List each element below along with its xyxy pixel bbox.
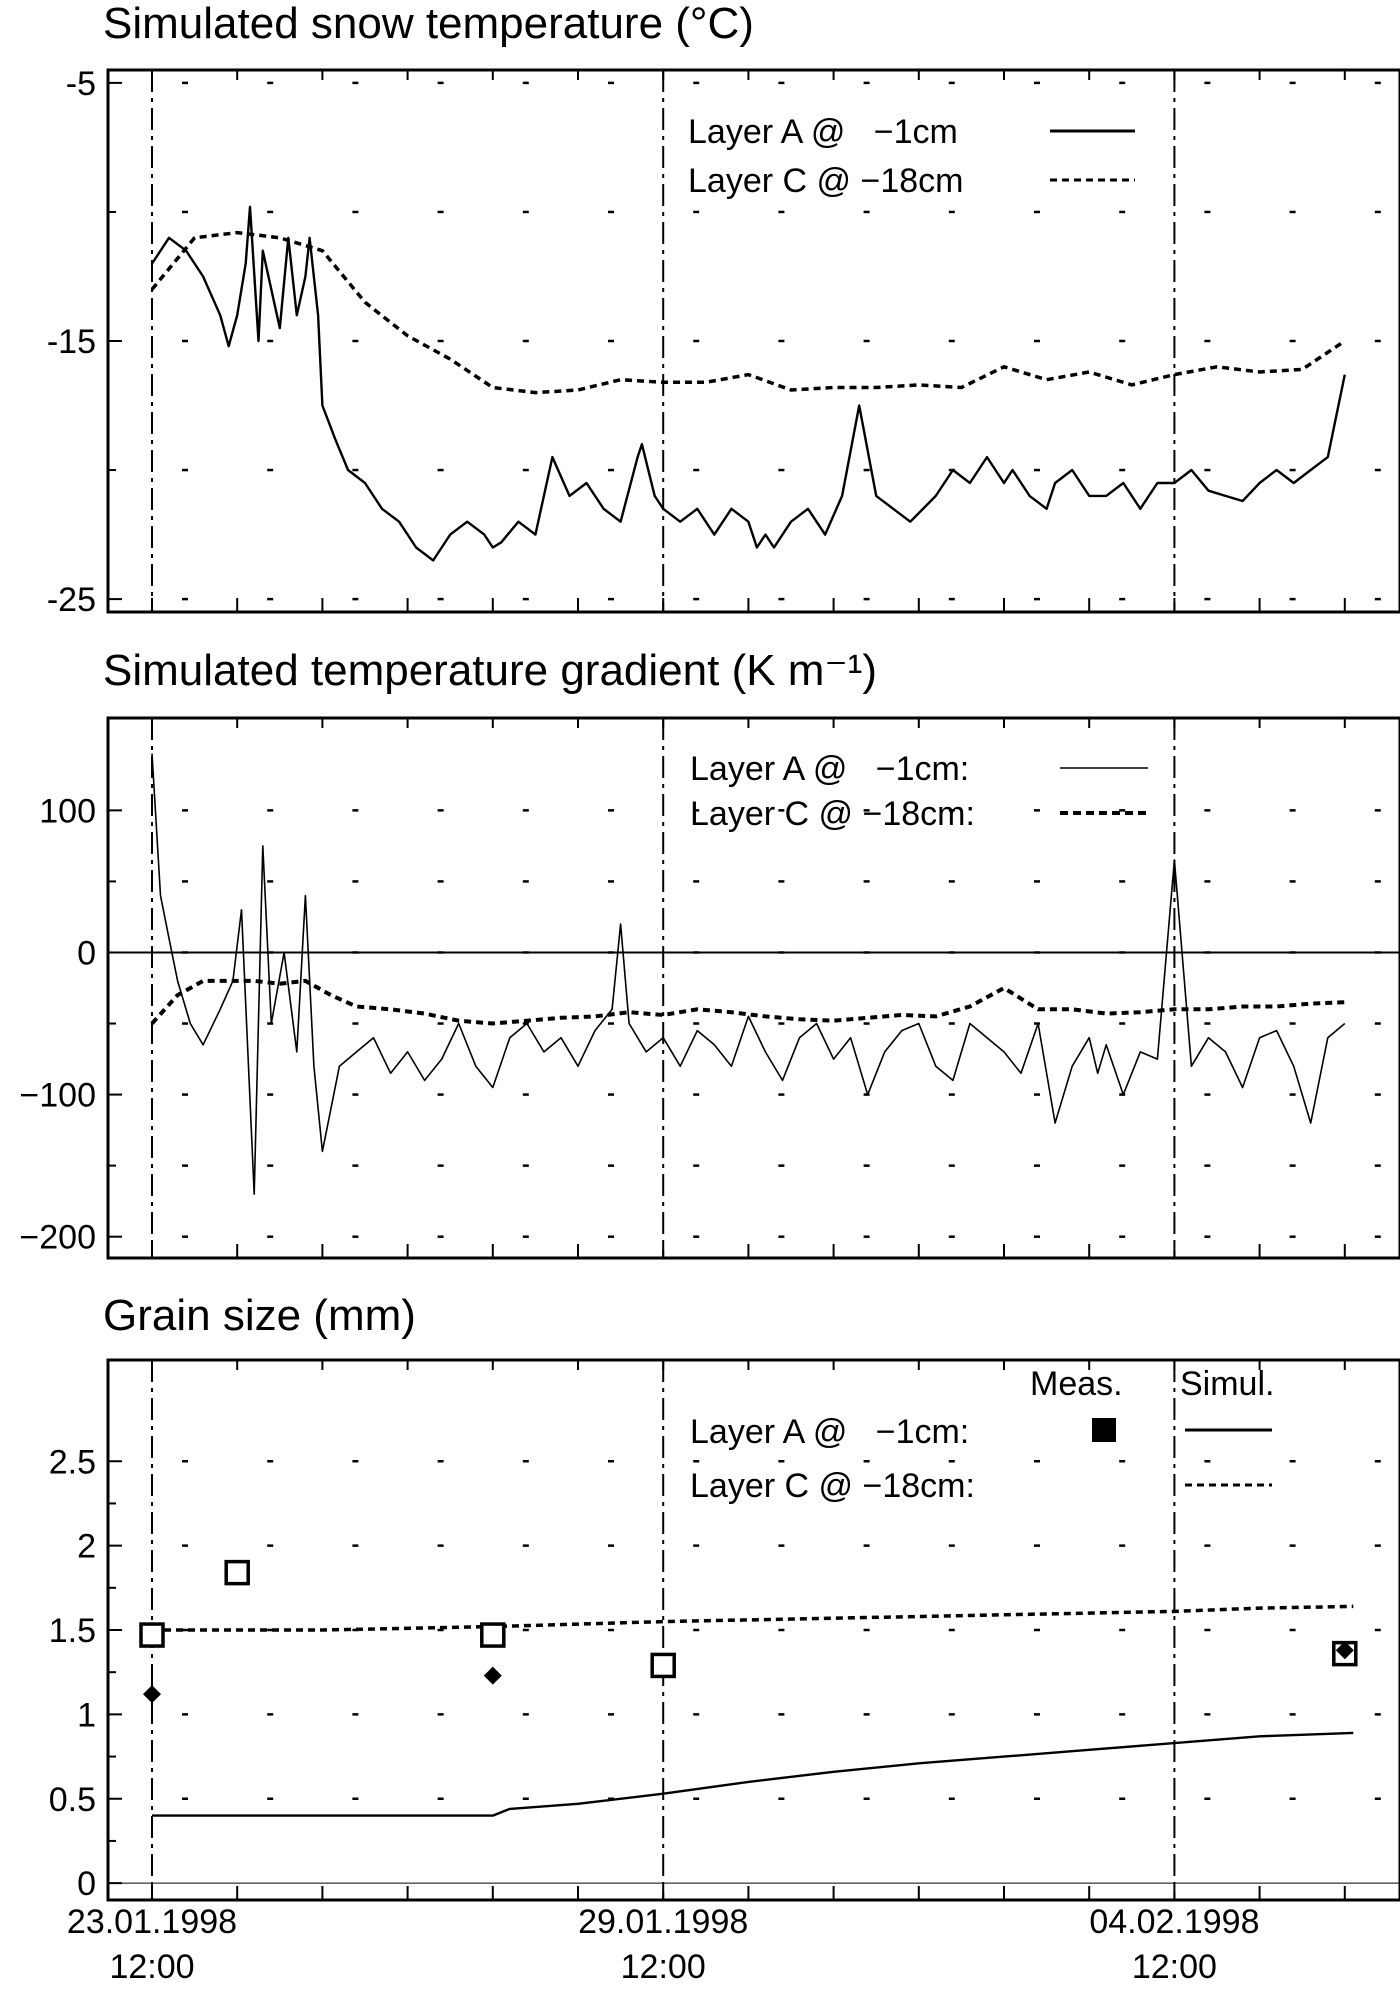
panel-3-title: Grain size (mm) — [103, 1291, 416, 1340]
legend-2-layer-a-label: Layer A @ −1cm: — [690, 750, 969, 788]
y-tick-label: 0 — [77, 1865, 96, 1903]
measured-layer-c-marker — [480, 1622, 506, 1648]
panel-2-plot: 100 0 −100 −200 — [19, 718, 1400, 1258]
y-tick-label: −100 — [19, 1077, 96, 1115]
series-line-layer-a — [152, 1731, 1354, 1817]
legend-3-layer-a-label: Layer A @ −1cm: — [690, 1413, 969, 1451]
series-line-layer-c — [152, 1604, 1354, 1632]
y-tick-label: 2.5 — [49, 1443, 96, 1481]
measured-layer-c-marker — [650, 1652, 676, 1679]
panel-1-legend: Layer A @ −1cm Layer C @ −18cm — [688, 113, 1135, 200]
series-line-layer-c — [150, 978, 1345, 1026]
x-label-date: 29.01.1998 — [578, 1903, 748, 1941]
y-tick-label: 0 — [77, 934, 96, 972]
x-label-time: 12:00 — [1132, 1948, 1217, 1986]
x-axis-labels: 23.01.1998 12:00 29.01.1998 12:00 04.02.1998… — [67, 1903, 1260, 1986]
legend-3-meas-header: Meas. — [1030, 1365, 1123, 1403]
measured-layer-c-marker — [139, 1622, 165, 1648]
y-tick-label: -15 — [47, 323, 96, 361]
legend-1-layer-a-label: Layer A @ −1cm — [688, 113, 958, 151]
legend-2-layer-c-label: Layer C @ −18cm: — [690, 795, 975, 833]
y-tick-label: -5 — [66, 65, 96, 103]
panel-1-plot: -5 -15 -25 — [47, 65, 1381, 619]
series-line-layer-c — [150, 230, 1346, 395]
measured-layer-c-marker — [224, 1559, 250, 1586]
y-tick-label: 1.5 — [49, 1612, 96, 1650]
legend-3-layer-a-marker — [1092, 1418, 1116, 1442]
x-label-time: 12:00 — [621, 1948, 706, 1986]
x-label-date: 23.01.1998 — [67, 1903, 237, 1941]
y-tick-label: -25 — [47, 581, 96, 619]
measured-layer-a-marker — [1335, 1641, 1354, 1660]
legend-3-simul-header: Simul. — [1180, 1365, 1274, 1403]
legend-1-layer-c-label: Layer C @ −18cm — [688, 162, 963, 200]
x-label-date: 04.02.1998 — [1089, 1903, 1259, 1941]
panel-2-title: Simulated temperature gradient (K m⁻¹) — [103, 646, 877, 695]
panel-2-legend: Layer A @ −1cm: Layer C @ −18cm: — [690, 750, 1148, 833]
panel-3-plot: 2.5 2 1.5 1 0.5 0 — [49, 1360, 1400, 1903]
series-line-layer-a — [151, 753, 1346, 1195]
panel-3-legend: Meas. Simul. Layer A @ −1cm: Layer C @ −… — [690, 1365, 1274, 1505]
measured-layer-a-marker — [483, 1666, 502, 1685]
measured-layer-a-marker — [143, 1685, 161, 1704]
panel-2-frame — [106, 716, 1400, 1260]
legend-3-layer-c-label: Layer C @ −18cm: — [690, 1467, 975, 1505]
y-tick-label: 1 — [77, 1696, 96, 1734]
panel-1-title: Simulated snow temperature (°C) — [103, 0, 754, 48]
series-line-layer-a — [150, 205, 1346, 562]
x-label-time: 12:00 — [109, 1948, 194, 1986]
y-tick-label: 2 — [77, 1528, 96, 1566]
y-tick-label: 100 — [39, 792, 96, 830]
y-tick-label: 0.5 — [49, 1781, 96, 1819]
y-tick-label: −200 — [19, 1219, 96, 1257]
